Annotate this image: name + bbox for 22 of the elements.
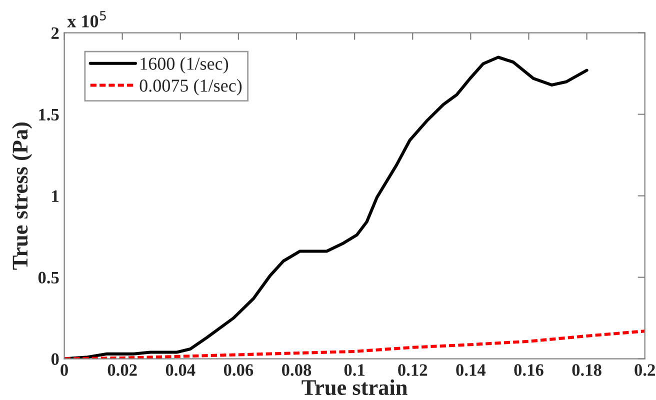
y-tick-label: 1.5 (39, 108, 59, 121)
line-series (64, 56, 588, 359)
x-axis-title: True strain (302, 379, 408, 396)
x-tick-label: 0.08 (282, 364, 312, 376)
y-tick-label: 1 (52, 190, 59, 202)
legend-label: 0.0075 (1/sec) (140, 79, 242, 96)
legend-label: 1600 (1/sec) (140, 57, 228, 74)
x-tick-label: 0.12 (398, 364, 428, 376)
y-tick-label: 2 (51, 27, 59, 39)
x-tick-label: 0 (60, 364, 68, 376)
x-tick-label: 0.1 (344, 364, 365, 376)
x-tick-label: 0.06 (224, 364, 254, 376)
x-tick-label: 0.2 (634, 364, 655, 376)
y-tick-label: 0 (51, 353, 59, 365)
text: x 10$^{5}$ (67, 11, 106, 28)
x-tick-label: 0.18 (572, 364, 602, 376)
x-tick-label: 0.04 (166, 364, 196, 376)
y-tick-label: 0.5 (38, 272, 59, 284)
y-axis-title: True stress (Pa) (12, 122, 32, 270)
x-tick-label: 0.14 (456, 364, 486, 376)
x-tick-label: 0.16 (514, 364, 544, 376)
x-tick-label: 0.02 (108, 364, 137, 376)
